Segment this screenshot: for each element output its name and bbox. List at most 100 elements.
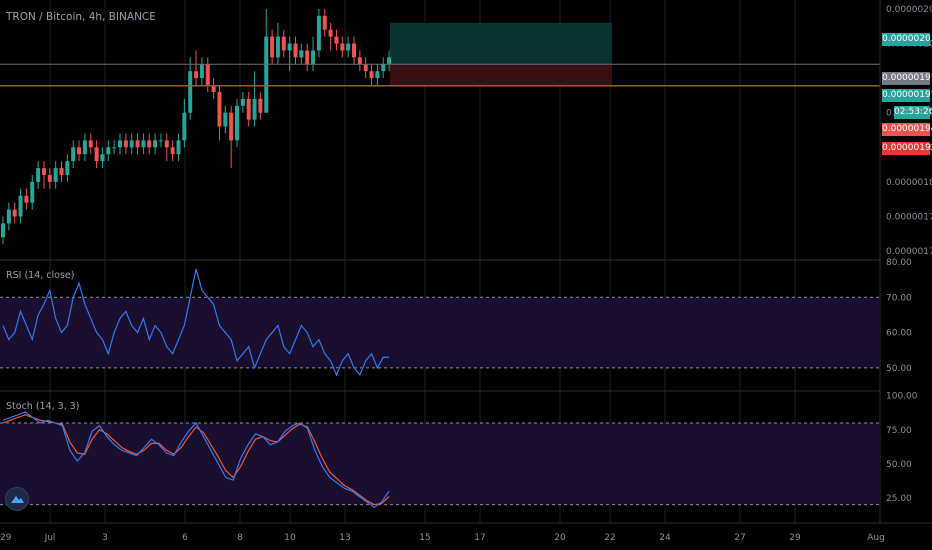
time-tick-label: 22 [604,533,615,543]
stoch-label[interactable]: Stoch (14, 3, 3) [6,401,80,412]
candle-body [153,140,158,148]
candle-body [322,15,327,30]
candle-body [36,168,41,182]
candle-body [235,105,239,141]
candle-body [170,147,175,155]
candle-body [94,147,99,162]
candle-body [211,85,216,92]
candle-body [88,140,93,148]
candle-body [316,15,321,51]
candle-body [240,98,245,106]
candle-body [12,209,17,217]
candle-body [246,98,251,120]
candle-body [199,64,204,79]
stoch-axis[interactable]: 100.00 75.00 50.00 25.00 [886,392,918,504]
stoch-tick-label: 100.00 [886,392,918,402]
price-tag: 0.00000203 [882,33,932,46]
rsi-band [0,297,880,368]
rsi-label[interactable]: RSI (14, close) [6,270,75,281]
tradingview-logo-icon[interactable] [5,487,29,511]
price-tag: 02:53:26 [894,106,932,119]
candle-body [24,195,29,203]
rsi-tick-label: 60.00 [886,329,912,339]
price-tag: 0.00000193 [882,142,932,155]
rsi-line [2,268,390,377]
time-axis[interactable]: 29 Jul 3 6 8 10 13 15 17 20 22 24 27 29 Aug [0,533,885,543]
rsi-tick-label: 70.00 [886,293,912,303]
candle-body [47,174,52,182]
time-tick-label: 10 [284,533,296,543]
candle-body [381,64,386,72]
candle-body [346,43,351,51]
candle-body [123,140,128,148]
candle-body [100,154,105,162]
candle-body [357,57,362,65]
candle-body [352,43,356,58]
candle-body [375,71,380,79]
stoch-band [0,422,880,505]
candle-body [275,36,280,58]
candle-body [30,181,35,203]
long-position-tool[interactable] [390,22,612,86]
time-tick-label: 24 [659,533,671,543]
price-tag: 0.00000194 [882,123,932,136]
time-tick-label: 27 [734,533,745,543]
candle-body [6,209,11,224]
time-tick-label: Jul [44,533,56,543]
candle-body [59,168,64,175]
candle-body [194,71,199,79]
price-tick-label: 0.00000205 [886,5,932,15]
candle-body [281,36,286,51]
candle-body [164,140,169,148]
candle-body [311,50,316,65]
candle-body [71,147,76,162]
stoch-tick-label: 75.00 [886,426,912,436]
candle-body [141,140,146,148]
candle-body [129,140,134,148]
time-tick-label: 6 [182,533,188,543]
logo-mountain-icon [11,496,24,503]
time-tick-label: 15 [419,533,430,543]
candle-body [41,168,46,175]
time-tick-label: 17 [474,533,485,543]
time-tick-label: 29 [789,533,801,543]
time-tick-label: 29 [0,533,12,543]
candle-body [229,112,234,141]
candle-body [53,168,58,182]
candle-body [217,91,222,127]
time-tick-label: 3 [102,533,108,543]
candle-body [65,161,70,175]
candle-body [340,43,345,51]
candle-body [1,223,5,238]
rsi-tick-label: 80.00 [886,258,912,268]
candle-body [112,147,117,149]
price-tag: 0.00000197 [882,89,932,102]
candle-body [106,147,111,155]
stoch-k-line [2,411,390,509]
candle-body [264,36,269,113]
stoch-tick-label: 50.00 [886,460,912,470]
chart-title[interactable]: TRON / Bitcoin, 4h, BINANCE [6,11,156,23]
candle-body [188,71,193,113]
position-profit-zone [390,22,612,65]
price-tick-label: 0.00000175 [886,212,932,222]
candle-body [252,98,257,120]
price-tag: 0.00000197 [882,72,932,85]
candle-body [147,140,152,148]
time-tick-label: 8 [237,533,243,543]
stoch-tick-label: 25.00 [886,494,912,504]
candle-body [135,140,140,148]
candle-body [223,112,228,127]
candle-body [182,112,187,141]
candle-body [158,140,163,142]
candle-body [305,50,310,65]
position-loss-zone [390,64,612,86]
candle-body [82,140,87,155]
candlestick-series [1,8,392,245]
candle-body [18,195,23,217]
rsi-axis[interactable]: 80.00 70.00 60.00 50.00 [886,258,912,374]
candle-body [287,43,292,51]
